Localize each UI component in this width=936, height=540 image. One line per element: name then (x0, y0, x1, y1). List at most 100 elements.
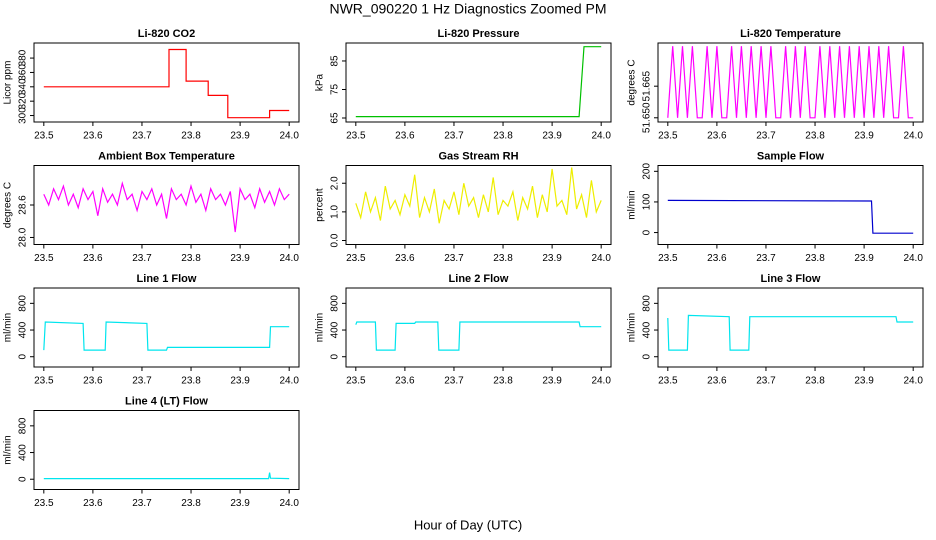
y-tick-label: 0 (642, 229, 653, 235)
y-tick-label: 200 (642, 163, 653, 180)
x-tick-label: 23.9 (230, 498, 250, 509)
x-tick-label: 23.9 (854, 376, 874, 387)
y-axis-label: degrees C (3, 182, 14, 228)
x-tick-label: 23.6 (83, 253, 103, 264)
plot-frame (345, 287, 612, 368)
y-tick-label: 400 (18, 444, 29, 461)
x-tick-label: 23.7 (444, 376, 464, 387)
x-tick-label: 23.5 (346, 253, 366, 264)
y-tick-label: 360 (18, 64, 29, 81)
y-tick-label: 0.0 (330, 233, 341, 247)
panel-title: Li-820 CO2 (138, 28, 195, 40)
y-tick-label: 1.0 (330, 204, 341, 218)
plot-frame (33, 42, 300, 123)
y-tick-label: 28.0 (18, 227, 29, 247)
y-axis-label: ml/min (627, 190, 638, 219)
data-line (43, 472, 290, 480)
y-tick-label: 0 (642, 354, 653, 360)
y-tick-label: 100 (642, 193, 653, 210)
y-axis-label: ml/min (3, 313, 14, 342)
plot-frame (657, 165, 924, 245)
x-tick-label: 24.0 (279, 253, 299, 264)
x-tick-label: 23.6 (83, 131, 103, 142)
y-tick-label: 400 (18, 321, 29, 338)
y-tick-label: 300 (18, 107, 29, 124)
y-tick-label: 800 (18, 417, 29, 434)
x-tick-label: 23.8 (493, 253, 513, 264)
x-tick-label: 24.0 (903, 376, 923, 387)
panel-title: Line 2 Flow (449, 273, 509, 285)
x-tick-label: 23.5 (658, 131, 678, 142)
y-tick-label: 51.650 (642, 102, 653, 133)
y-tick-label: 2.0 (330, 176, 341, 190)
x-tick-label: 24.0 (279, 131, 299, 142)
data-line (355, 167, 602, 224)
plot-frame (33, 410, 300, 490)
x-tick-label: 23.6 (395, 253, 415, 264)
plot-frame (657, 287, 924, 368)
x-tick-label: 23.5 (34, 498, 54, 509)
x-tick-label: 24.0 (903, 253, 923, 264)
x-tick-label: 23.5 (346, 376, 366, 387)
data-line (355, 321, 602, 351)
y-tick-label: 400 (330, 321, 341, 338)
x-tick-label: 23.8 (493, 376, 513, 387)
plot-frame (33, 287, 300, 368)
x-tick-label: 23.9 (854, 253, 874, 264)
x-tick-label: 24.0 (591, 131, 611, 142)
y-axis-label: ml/min (315, 313, 326, 342)
x-tick-label: 23.8 (805, 376, 825, 387)
panel-title: Line 3 Flow (761, 273, 821, 285)
page-title: NWR_090220 1 Hz Diagnostics Zoomed PM (329, 1, 606, 17)
x-tick-label: 23.6 (83, 498, 103, 509)
x-tick-label: 23.8 (181, 498, 201, 509)
x-tick-label: 23.8 (493, 131, 513, 142)
y-axis-label: ml/min (3, 435, 14, 464)
x-tick-label: 23.5 (346, 131, 366, 142)
x-tick-label: 23.9 (854, 131, 874, 142)
y-tick-label: 380 (18, 49, 29, 66)
y-tick-label: 320 (18, 92, 29, 109)
panel-title: Gas Stream RH (438, 150, 518, 162)
x-tick-label: 23.8 (805, 131, 825, 142)
x-tick-label: 24.0 (591, 253, 611, 264)
x-axis-label: Hour of Day (UTC) (414, 517, 522, 532)
y-tick-label: 75 (330, 83, 341, 95)
data-line (43, 48, 290, 119)
x-tick-label: 23.7 (132, 498, 152, 509)
x-tick-label: 23.9 (230, 376, 250, 387)
x-tick-label: 23.5 (658, 376, 678, 387)
y-tick-label: 400 (642, 321, 653, 338)
data-line (667, 46, 914, 119)
y-tick-label: 800 (642, 295, 653, 312)
y-axis-label: degrees C (627, 59, 638, 105)
y-axis-label: percent (315, 188, 326, 222)
y-tick-label: 85 (330, 55, 341, 67)
x-tick-label: 23.7 (132, 253, 152, 264)
x-tick-label: 24.0 (279, 498, 299, 509)
x-tick-label: 24.0 (591, 376, 611, 387)
x-tick-label: 23.7 (444, 131, 464, 142)
x-tick-label: 23.6 (395, 131, 415, 142)
x-tick-label: 23.5 (34, 253, 54, 264)
x-tick-label: 23.5 (658, 253, 678, 264)
panel-title: Sample Flow (757, 150, 825, 162)
data-line (667, 314, 914, 351)
plot-frame (345, 165, 612, 245)
panel-title: Li-820 Pressure (438, 28, 520, 40)
x-tick-label: 23.9 (542, 253, 562, 264)
x-tick-label: 23.6 (707, 376, 727, 387)
x-tick-label: 23.6 (707, 131, 727, 142)
y-axis-label: kPa (315, 73, 326, 91)
y-tick-label: 800 (330, 295, 341, 312)
panel-title: Li-820 Temperature (740, 28, 841, 40)
x-tick-label: 23.7 (132, 376, 152, 387)
data-line (43, 321, 290, 351)
x-tick-label: 23.7 (756, 253, 776, 264)
y-axis-label: ml/min (627, 313, 638, 342)
x-tick-label: 23.8 (181, 376, 201, 387)
y-tick-label: 0 (18, 476, 29, 482)
x-tick-label: 23.7 (132, 131, 152, 142)
y-tick-label: 51.665 (642, 70, 653, 101)
